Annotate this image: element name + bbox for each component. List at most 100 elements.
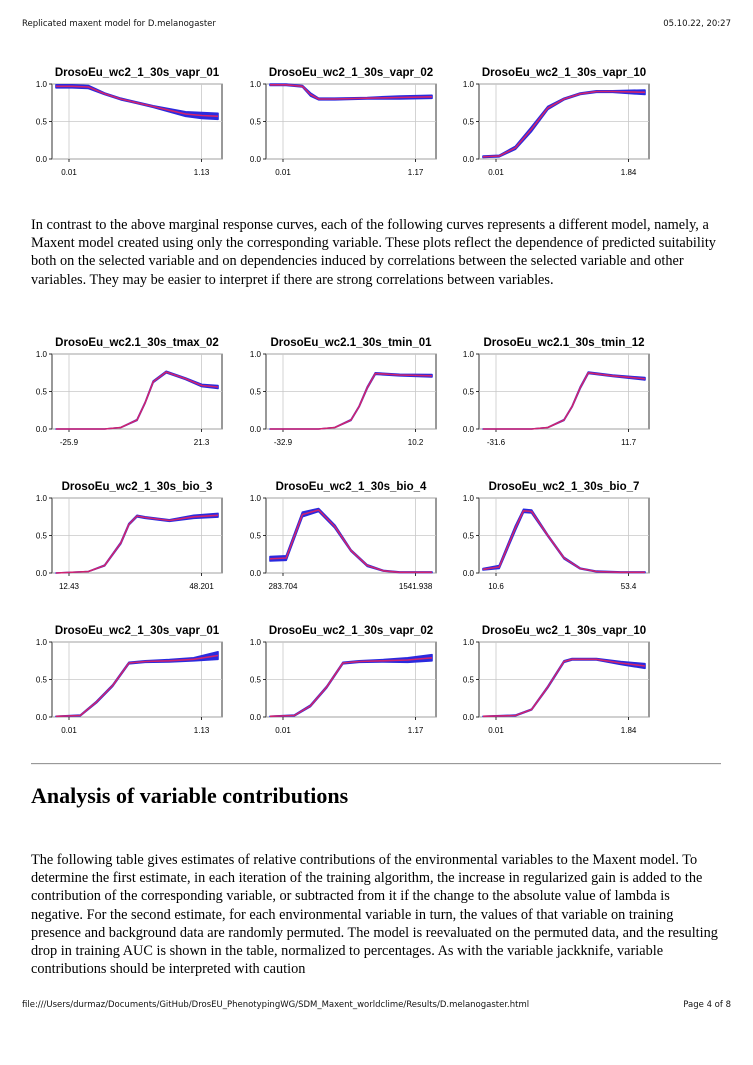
- x-tick-label: 0.01: [61, 168, 77, 177]
- response-curve-chart: DrosoEu_wc2_1_30s_vapr_10 0.0 0.5 1.0 0.01 1.…: [463, 67, 650, 177]
- y-tick-label: 1.0: [250, 80, 262, 89]
- y-tick-label: 0.0: [36, 155, 48, 164]
- document-title: Replicated maxent model for D.melanogast…: [22, 19, 216, 29]
- response-curve-chart: DrosoEu_wc2_1_30s_bio_4 0.0 0.5 1.0 283.704 1…: [250, 481, 437, 591]
- chart-title: DrosoEu_wc2_1_30s_vapr_10: [482, 67, 646, 79]
- chart-title: DrosoEu_wc2_1_30s_bio_4: [276, 481, 427, 493]
- mean-response-line: [269, 657, 433, 718]
- mean-response-line: [55, 514, 219, 574]
- chart-title: DrosoEu_wc2_1_30s_bio_3: [62, 481, 213, 493]
- chart-title: DrosoEu_wc2_1_30s_vapr_02: [269, 67, 433, 79]
- intro-paragraph: In contrast to the above marginal respon…: [31, 217, 716, 288]
- y-tick-label: 1.0: [250, 638, 262, 647]
- section-divider: [31, 763, 721, 765]
- y-tick-label: 1.0: [36, 350, 48, 359]
- x-tick-label: 0.01: [488, 726, 504, 735]
- x-tick-label: -32.9: [274, 438, 293, 447]
- file-path: file:///Users/durmaz/Documents/GitHub/Dr…: [22, 1000, 530, 1010]
- x-tick-label: 0.01: [61, 726, 77, 735]
- mean-response-line: [482, 90, 646, 158]
- chart-title: DrosoEu_wc2.1_30s_tmin_01: [270, 337, 432, 349]
- y-tick-label: 0.5: [463, 388, 475, 397]
- y-tick-label: 0.5: [250, 388, 262, 397]
- y-tick-label: 1.0: [463, 80, 475, 89]
- x-tick-label: -25.9: [60, 438, 79, 447]
- y-tick-label: 0.0: [36, 569, 48, 578]
- confidence-band: [482, 89, 646, 159]
- y-tick-label: 1.0: [36, 494, 48, 503]
- mean-response-line: [482, 510, 645, 574]
- response-curve-chart: DrosoEu_wc2_1_30s_vapr_02 0.0 0.5 1.0 0.01 1.…: [250, 67, 437, 177]
- y-tick-label: 0.0: [250, 425, 262, 434]
- chart-title: DrosoEu_wc2_1_30s_vapr_02: [269, 625, 433, 637]
- x-tick-label: 10.2: [408, 438, 424, 447]
- section-heading: Analysis of variable contributions: [31, 783, 349, 808]
- x-tick-label: 1.17: [408, 168, 424, 177]
- print-footer: file:///Users/durmaz/Documents/GitHub/Dr…: [22, 1000, 731, 1010]
- mean-response-line: [482, 658, 646, 718]
- mean-response-line: [270, 372, 433, 430]
- mean-response-line: [483, 372, 646, 430]
- response-curve-chart: DrosoEu_wc2_1_30s_vapr_01 0.0 0.5 1.0 0.01 1.…: [36, 67, 223, 177]
- x-tick-label: 11.7: [621, 438, 637, 447]
- x-tick-label: 0.01: [275, 726, 291, 735]
- y-tick-label: 0.0: [463, 155, 475, 164]
- y-tick-label: 0.0: [463, 569, 475, 578]
- y-tick-label: 0.0: [463, 713, 475, 722]
- chart-title: DrosoEu_wc2_1_30s_bio_7: [489, 481, 640, 493]
- y-tick-label: 0.5: [463, 118, 475, 127]
- x-tick-label: 0.01: [488, 168, 504, 177]
- mean-response-line: [270, 84, 433, 100]
- y-tick-label: 1.0: [36, 80, 48, 89]
- x-tick-label: 1.84: [621, 726, 637, 735]
- chart-title: DrosoEu_wc2.1_30s_tmax_02: [55, 337, 219, 349]
- y-tick-label: 1.0: [463, 350, 475, 359]
- mean-response-line: [56, 85, 219, 118]
- x-tick-label: 48.201: [189, 582, 214, 591]
- x-tick-label: 1.17: [408, 726, 424, 735]
- y-tick-label: 1.0: [463, 638, 475, 647]
- x-tick-label: 0.01: [275, 168, 291, 177]
- y-tick-label: 1.0: [250, 350, 262, 359]
- y-tick-label: 1.0: [250, 494, 262, 503]
- y-tick-label: 0.0: [36, 425, 48, 434]
- y-tick-label: 1.0: [463, 494, 475, 503]
- contributions-paragraph: The following table gives estimates of r…: [31, 852, 718, 978]
- response-curve-chart: DrosoEu_wc2.1_30s_tmax_02 0.0 0.5 1.0 -25.9 2…: [36, 337, 223, 447]
- y-tick-label: 0.0: [250, 569, 262, 578]
- y-tick-label: 0.5: [250, 676, 262, 685]
- y-tick-label: 0.5: [250, 118, 262, 127]
- x-tick-label: 1.13: [194, 168, 210, 177]
- y-tick-label: 0.0: [463, 425, 475, 434]
- page-number: Page 4 of 8: [683, 1000, 731, 1010]
- x-tick-label: 12.43: [59, 582, 80, 591]
- mean-response-line: [269, 509, 432, 574]
- chart-title: DrosoEu_wc2.1_30s_tmin_12: [483, 337, 644, 349]
- response-curve-chart: DrosoEu_wc2_1_30s_bio_3 0.0 0.5 1.0 12.43 48.…: [36, 481, 223, 591]
- y-tick-label: 0.0: [250, 713, 262, 722]
- y-tick-label: 1.0: [36, 638, 48, 647]
- x-tick-label: 1.13: [194, 726, 210, 735]
- response-curve-chart: DrosoEu_wc2_1_30s_vapr_01 0.0 0.5 1.0 0.01 1.…: [36, 625, 223, 735]
- mean-response-line: [56, 371, 219, 430]
- chart-title: DrosoEu_wc2_1_30s_vapr_10: [482, 625, 646, 637]
- x-tick-label: 10.6: [488, 582, 504, 591]
- x-tick-label: 1.84: [621, 168, 637, 177]
- response-curve-chart: DrosoEu_wc2_1_30s_bio_7 0.0 0.5 1.0 10.6 53.4: [463, 481, 650, 591]
- y-tick-label: 0.5: [463, 676, 475, 685]
- print-datetime: 05.10.22, 20:27: [663, 19, 731, 29]
- y-tick-label: 0.5: [36, 388, 48, 397]
- response-curve-chart: DrosoEu_wc2.1_30s_tmin_01 0.0 0.5 1.0 -32.9 1…: [250, 337, 437, 447]
- y-tick-label: 0.5: [36, 118, 48, 127]
- y-tick-label: 0.5: [463, 532, 475, 541]
- y-tick-label: 0.5: [36, 532, 48, 541]
- y-tick-label: 0.0: [250, 155, 262, 164]
- y-tick-label: 0.5: [250, 532, 262, 541]
- chart-title: DrosoEu_wc2_1_30s_vapr_01: [55, 67, 220, 79]
- response-curve-chart: DrosoEu_wc2_1_30s_vapr_10 0.0 0.5 1.0 0.01 1.…: [463, 625, 650, 735]
- x-tick-label: 1541.938: [399, 582, 433, 591]
- x-tick-label: 21.3: [194, 438, 210, 447]
- response-curve-chart: DrosoEu_wc2_1_30s_vapr_02 0.0 0.5 1.0 0.01 1.…: [250, 625, 437, 735]
- chart-title: DrosoEu_wc2_1_30s_vapr_01: [55, 625, 220, 637]
- mean-response-line: [55, 654, 219, 718]
